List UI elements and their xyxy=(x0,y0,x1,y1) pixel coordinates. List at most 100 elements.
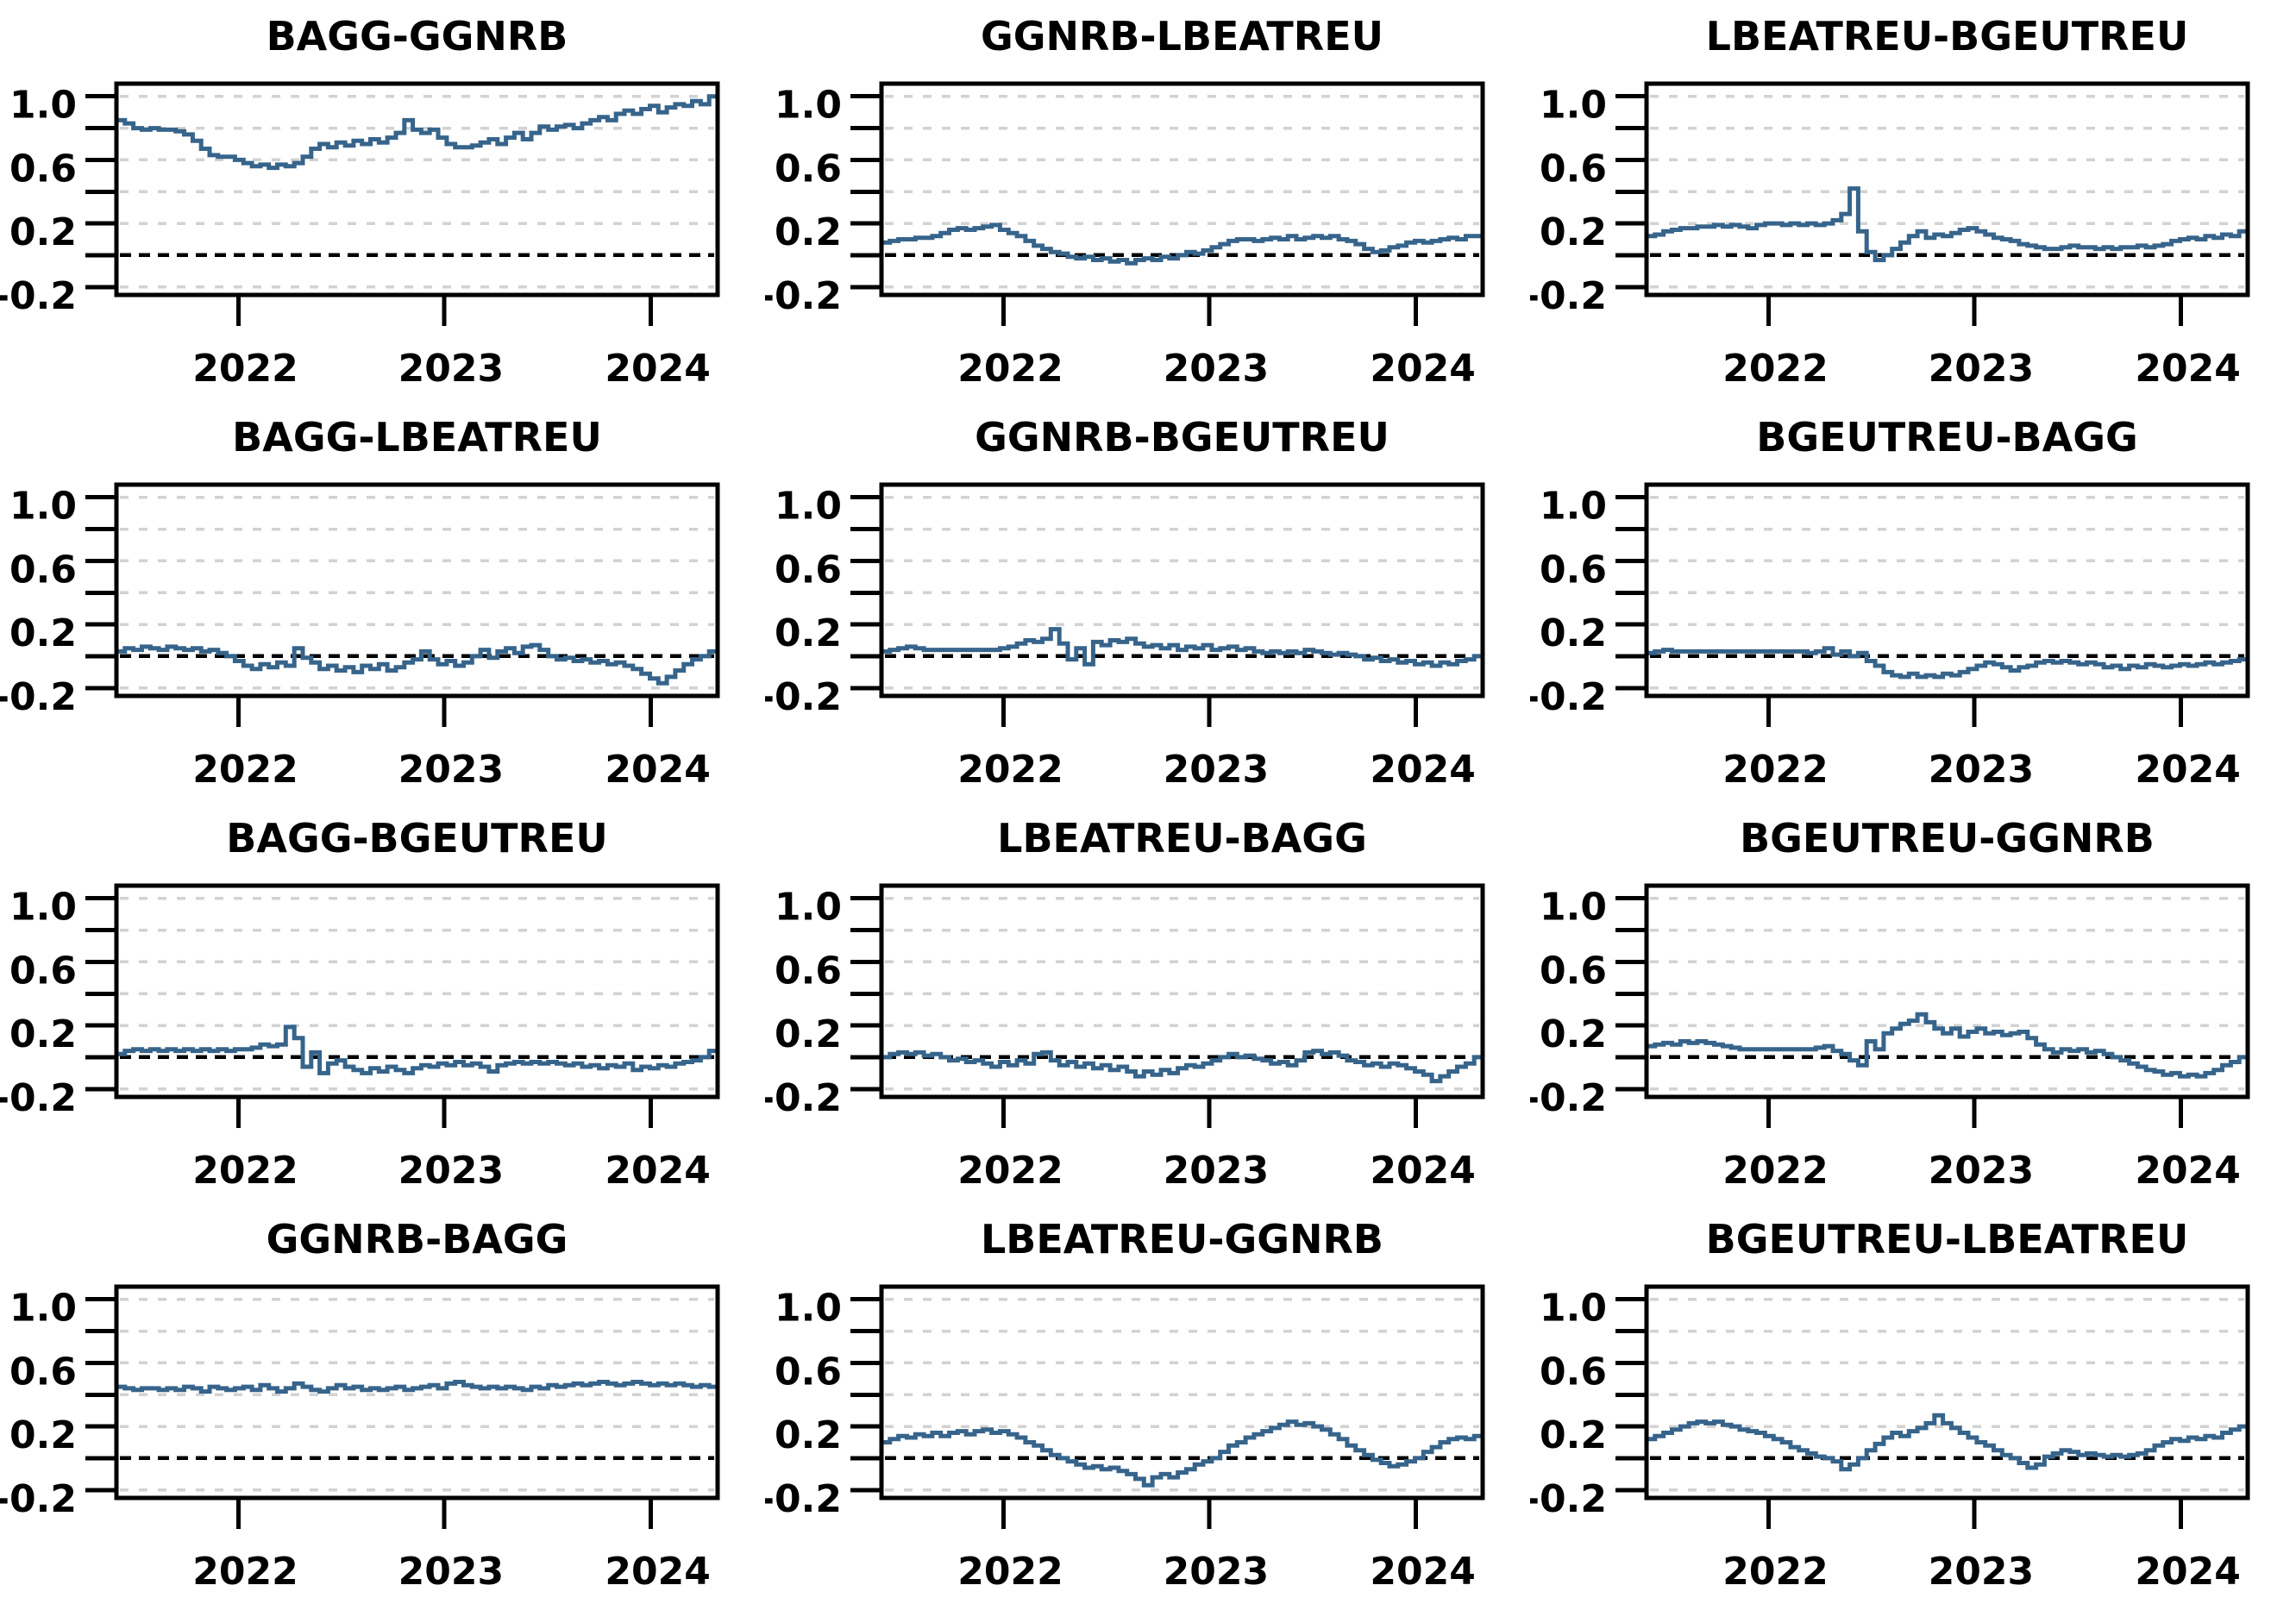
y-tick-label: 1.0 xyxy=(775,1287,842,1331)
series-line xyxy=(116,642,720,686)
y-tick-label: 0.6 xyxy=(9,949,77,993)
y-tick-label: -0.2 xyxy=(0,675,77,719)
y-tick-label: -0.2 xyxy=(0,1477,77,1521)
panel-title: LBEATREU-BAGG xyxy=(997,815,1367,862)
x-tick-label: 2022 xyxy=(192,748,298,792)
x-tick-label: 2022 xyxy=(1722,1149,1828,1193)
y-tick-label: 1.0 xyxy=(1540,485,1607,529)
x-tick-label: 2022 xyxy=(957,748,1063,792)
chart-panel: 1.0 0.6 0.2 -0.2 2022 2023 2024 BAGG-LBEATREU xyxy=(0,414,720,792)
series-line xyxy=(1647,1012,2250,1079)
y-tick-label: 0.2 xyxy=(1540,1413,1607,1457)
x-tick-label: 2024 xyxy=(1370,347,1475,391)
series-line xyxy=(116,91,720,171)
x-tick-label: 2022 xyxy=(192,1149,298,1193)
plot-border xyxy=(114,883,720,1100)
plot-border xyxy=(879,81,1485,298)
panel-title: BAGG-LBEATREU xyxy=(232,414,602,461)
y-tick-label: 0.6 xyxy=(9,147,77,191)
panel-title: BGEUTREU-LBEATREU xyxy=(1706,1216,2189,1263)
x-tick-label: 2024 xyxy=(2135,748,2240,792)
x-tick-label: 2023 xyxy=(1929,1149,2034,1193)
y-tick-label: -0.2 xyxy=(1530,274,1607,318)
series-line xyxy=(881,222,1485,266)
panel-title: BGEUTREU-BAGG xyxy=(1756,414,2137,461)
panel-title: LBEATREU-BGEUTREU xyxy=(1706,13,2189,60)
x-tick-label: 2022 xyxy=(1722,1550,1828,1594)
y-tick-label: 0.6 xyxy=(775,548,842,592)
plot-border xyxy=(1644,883,2250,1100)
y-tick-label: -0.2 xyxy=(0,1076,77,1120)
plot-border xyxy=(114,482,720,699)
x-tick-label: 2024 xyxy=(1370,1149,1475,1193)
plot-border xyxy=(879,1284,1485,1501)
y-tick-label: 0.2 xyxy=(1540,1012,1607,1056)
x-tick-label: 2023 xyxy=(1164,347,1269,391)
series-line xyxy=(881,1419,1485,1488)
y-tick-label: 1.0 xyxy=(1540,84,1607,128)
x-tick-label: 2023 xyxy=(1929,1550,2034,1594)
panel-title: LBEATREU-GGNRB xyxy=(981,1216,1383,1263)
chart-panel: 1.0 0.6 0.2 -0.2 2022 2023 2024 LBEATREU-BGEUTR… xyxy=(1530,13,2250,391)
y-tick-label: 0.2 xyxy=(9,611,77,655)
y-tick-label: -0.2 xyxy=(1530,675,1607,719)
y-tick-label: -0.2 xyxy=(0,274,77,318)
plot-border xyxy=(1644,81,2250,298)
y-tick-label: 0.2 xyxy=(775,611,842,655)
x-tick-label: 2024 xyxy=(605,347,710,391)
panel-title: GGNRB-LBEATREU xyxy=(981,13,1383,60)
x-tick-label: 2023 xyxy=(1929,347,2034,391)
x-tick-label: 2024 xyxy=(2135,347,2240,391)
y-tick-label: 1.0 xyxy=(775,84,842,128)
x-tick-label: 2023 xyxy=(1929,748,2034,792)
x-tick-label: 2024 xyxy=(605,748,710,792)
x-tick-label: 2022 xyxy=(1722,748,1828,792)
y-tick-label: -0.2 xyxy=(765,675,842,719)
chart-panel: 1.0 0.6 0.2 -0.2 2022 2023 2024 GGNRB-BGEUTREU xyxy=(765,414,1485,792)
chart-panel: 1.0 0.6 0.2 -0.2 2022 2023 2024 LBEATREU-BAGG xyxy=(765,815,1485,1193)
y-tick-label: -0.2 xyxy=(765,274,842,318)
x-tick-label: 2024 xyxy=(1370,748,1475,792)
y-tick-label: -0.2 xyxy=(1530,1076,1607,1120)
x-tick-label: 2022 xyxy=(957,1550,1063,1594)
y-tick-label: 0.2 xyxy=(775,1012,842,1056)
plot-border xyxy=(879,482,1485,699)
y-tick-label: 0.6 xyxy=(9,548,77,592)
y-tick-label: 0.6 xyxy=(775,1350,842,1394)
series-line xyxy=(1647,1413,2250,1472)
y-tick-label: 0.6 xyxy=(775,147,842,191)
y-tick-label: 1.0 xyxy=(1540,1287,1607,1331)
y-tick-label: 0.6 xyxy=(9,1350,77,1394)
x-tick-label: 2023 xyxy=(1164,748,1269,792)
x-tick-label: 2022 xyxy=(957,347,1063,391)
y-tick-label: -0.2 xyxy=(765,1477,842,1521)
y-tick-label: 0.2 xyxy=(9,1413,77,1457)
chart-panel: 1.0 0.6 0.2 -0.2 2022 2023 2024 GGNRB-LBEATREU xyxy=(765,13,1485,391)
plot-border xyxy=(879,883,1485,1100)
x-tick-label: 2023 xyxy=(1164,1149,1269,1193)
panel-title: BGEUTREU-GGNRB xyxy=(1740,815,2155,862)
y-tick-label: 0.6 xyxy=(1540,1350,1607,1394)
chart-panel: 1.0 0.6 0.2 -0.2 2022 2023 2024 BGEUTREU-LBEATR… xyxy=(1530,1216,2250,1594)
y-tick-label: 1.0 xyxy=(9,84,77,128)
y-tick-label: 0.2 xyxy=(775,1413,842,1457)
chart-panel: 1.0 0.6 0.2 -0.2 2022 2023 2024 LBEATREU-GGNRB xyxy=(765,1216,1485,1594)
x-tick-label: 2023 xyxy=(398,748,504,792)
series-line xyxy=(881,627,1485,668)
series-line xyxy=(116,1380,720,1394)
y-tick-label: 0.2 xyxy=(1540,611,1607,655)
y-tick-label: 1.0 xyxy=(9,1287,77,1331)
y-tick-label: 0.6 xyxy=(1540,949,1607,993)
y-tick-label: 0.2 xyxy=(1540,210,1607,254)
panel-title: BAGG-BGEUTREU xyxy=(226,815,607,862)
x-tick-label: 2022 xyxy=(192,1550,298,1594)
y-tick-label: 0.2 xyxy=(9,1012,77,1056)
x-tick-label: 2023 xyxy=(398,347,504,391)
panel-title: GGNRB-BAGG xyxy=(267,1216,568,1263)
chart-panel: 1.0 0.6 0.2 -0.2 2022 2023 2024 BAGG-BGEUTREU xyxy=(0,815,720,1193)
y-tick-label: 0.2 xyxy=(775,210,842,254)
chart-panel: 1.0 0.6 0.2 -0.2 2022 2023 2024 BGEUTREU-GGNRB xyxy=(1530,815,2250,1193)
x-tick-label: 2024 xyxy=(605,1550,710,1594)
panel-title: GGNRB-BGEUTREU xyxy=(975,414,1390,461)
plot-border xyxy=(1644,1284,2250,1501)
